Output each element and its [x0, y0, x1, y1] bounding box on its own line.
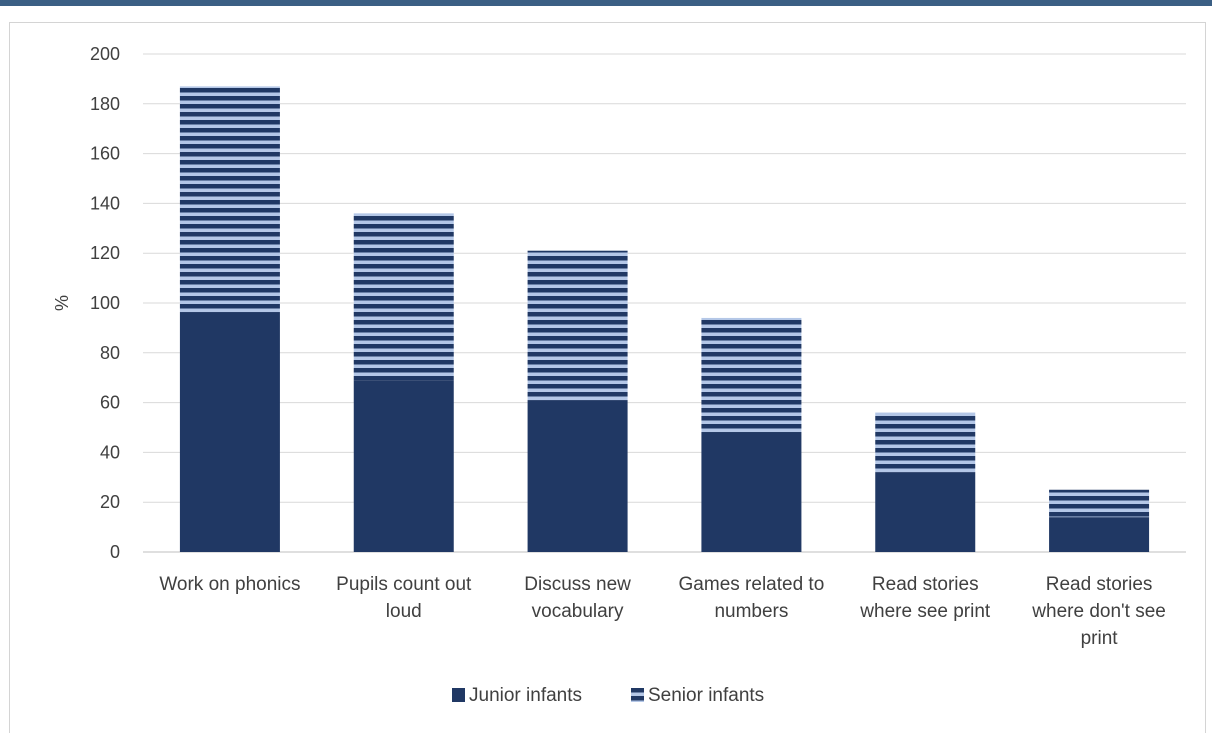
- bar-junior-infants: [353, 380, 454, 552]
- legend-swatch-junior-infants: [452, 688, 465, 702]
- gridlines: [143, 53, 1186, 553]
- y-tick-labels: 0 20 40 60 80 100 120 140 160 180 200: [90, 44, 120, 562]
- y-tick-label: 20: [100, 492, 120, 512]
- y-tick-label: 60: [100, 393, 120, 413]
- bar-senior-infants: [701, 317, 802, 433]
- legend-label-junior-infants: Junior infants: [469, 685, 582, 706]
- top-rule: [0, 0, 1212, 6]
- y-tick-label: 0: [110, 542, 120, 562]
- bar-junior-infants: [527, 400, 628, 552]
- bar-senior-infants: [179, 86, 280, 313]
- category-label: Games related to numbers: [679, 574, 825, 622]
- bar-junior-infants: [1049, 517, 1150, 552]
- bar-senior-infants: [353, 213, 454, 381]
- y-tick-label: 100: [90, 293, 120, 313]
- category-label: Discuss new vocabulary: [524, 574, 631, 622]
- y-tick-label: 80: [100, 343, 120, 363]
- y-tick-label: 140: [90, 193, 120, 213]
- chart-frame: [9, 22, 1206, 733]
- bar-junior-infants: [875, 472, 976, 552]
- legend: Junior infants Senior infants: [452, 685, 764, 706]
- legend-label-senior-infants: Senior infants: [648, 685, 764, 706]
- y-tick-label: 120: [90, 243, 120, 263]
- y-tick-label: 180: [90, 94, 120, 114]
- category-label: Work on phonics: [159, 574, 300, 595]
- bars: [179, 86, 1150, 552]
- category-label: Pupils count out loud: [336, 574, 472, 622]
- category-labels: Work on phonics Pupils count out loud Discu…: [159, 574, 1166, 649]
- category-label: Read stories where don't see print: [1031, 574, 1166, 649]
- bar-senior-infants: [1049, 489, 1150, 518]
- bar-senior-infants: [875, 412, 976, 473]
- category-label: Read stories where see print: [859, 574, 991, 622]
- y-tick-label: 40: [100, 442, 120, 462]
- bar-senior-infants: [527, 250, 628, 401]
- y-tick-label: 200: [90, 44, 120, 64]
- legend-swatch-senior-infants: [631, 688, 644, 702]
- y-tick-label: 160: [90, 144, 120, 164]
- bar-junior-infants: [179, 312, 280, 552]
- bar-junior-infants: [701, 432, 802, 552]
- y-axis-title: %: [52, 295, 72, 311]
